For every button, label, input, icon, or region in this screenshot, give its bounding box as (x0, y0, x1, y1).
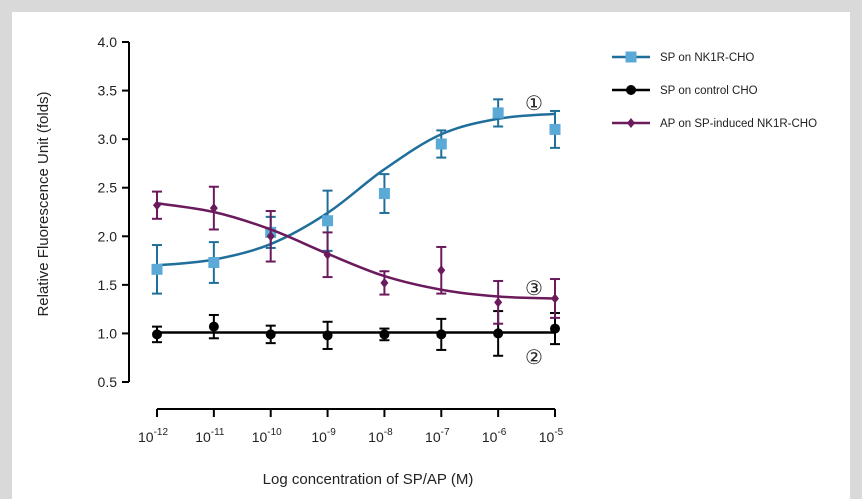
x-tick-exponent: -6 (497, 427, 506, 438)
legend-label: SP on control CHO (660, 85, 758, 97)
series-1-point (265, 329, 276, 340)
x-axis-title: Log concentration of SP/AP (M) (263, 471, 474, 488)
chart-frame: 0.5 1.0 1.5 2.0 2.5 3.0 3.5 4.0 10-12 10-11 10-10 1… (12, 12, 850, 499)
series-0-point (151, 263, 163, 275)
x-tick-exponent: -8 (384, 427, 393, 438)
series-0-point (322, 215, 334, 227)
x-tick-exponent: -5 (554, 427, 563, 438)
series-1-point (208, 321, 219, 332)
curve-label-1: ① (525, 93, 543, 115)
x-tick-base: 10 (425, 429, 441, 445)
legend-marker (626, 85, 636, 95)
x-tick-label: 10-10 (252, 427, 282, 445)
x-tick-base: 10 (311, 429, 327, 445)
x-tick-base: 10 (482, 429, 498, 445)
x-tick-exponent: -11 (211, 427, 225, 438)
curve-label-3: ② (525, 347, 543, 369)
series-0-point (378, 188, 390, 200)
series-1-point (493, 328, 504, 339)
series-1-point (379, 329, 390, 340)
y-tick-label: 3.5 (98, 83, 118, 99)
x-tick-label: 10-12 (138, 427, 168, 445)
x-tick-label: 10-6 (482, 427, 507, 445)
x-tick-label: 10-11 (195, 427, 225, 445)
y-tick-label: 0.5 (98, 374, 118, 390)
y-tick-label: 1.0 (98, 325, 118, 341)
y-tick-label: 2.0 (98, 228, 118, 244)
curve-label-2: ③ (525, 278, 543, 300)
x-tick-exponent: -9 (327, 427, 336, 438)
series-2-point (551, 293, 559, 304)
legend-label: AP on SP-induced NK1R-CHO (660, 118, 817, 130)
x-tick-exponent: -7 (441, 427, 450, 438)
y-tick-label: 1.5 (98, 277, 118, 293)
x-tick-exponent: -12 (154, 427, 169, 438)
series-1-point (152, 329, 162, 340)
series-2-point (323, 249, 332, 260)
series-2-point (209, 203, 218, 214)
x-tick-base: 10 (539, 429, 555, 445)
legend-marker (627, 118, 635, 128)
series-2-point (266, 231, 275, 242)
series-0-point (208, 257, 220, 269)
series-2-point (153, 200, 161, 211)
series-1-point (322, 330, 333, 341)
series-0-point (492, 107, 504, 119)
x-tick-base: 10 (195, 429, 211, 445)
x-tick-base: 10 (138, 429, 154, 445)
series-0-point (549, 123, 561, 135)
y-tick-label: 2.5 (98, 180, 118, 196)
legend-marker (625, 51, 637, 63)
series-0-point (435, 138, 447, 150)
x-tick-base: 10 (252, 429, 268, 445)
y-tick-label: 4.0 (98, 34, 118, 50)
x-tick-exponent: -10 (267, 427, 282, 438)
x-tick-label: 10-5 (539, 427, 564, 445)
legend-label: SP on NK1R-CHO (660, 52, 754, 64)
y-axis-title: Relative Fluorescence Unit (folds) (35, 91, 52, 316)
x-tick-label: 10-7 (425, 427, 450, 445)
series-0-fit-line (156, 112, 556, 267)
series-1-point (550, 323, 560, 334)
series-2-point (494, 297, 503, 308)
y-tick-label: 3.0 (98, 131, 118, 147)
series-2-point (437, 265, 446, 276)
series-2-point (380, 277, 389, 288)
x-tick-label: 10-8 (368, 427, 393, 445)
series-2-fit-line (156, 202, 556, 300)
series-1-point (436, 329, 447, 340)
x-tick-label: 10-9 (311, 427, 336, 445)
x-tick-base: 10 (368, 429, 384, 445)
chart: 0.51.01.52.02.53.03.54.010-12 10-11 10-10 1… (35, 34, 817, 488)
